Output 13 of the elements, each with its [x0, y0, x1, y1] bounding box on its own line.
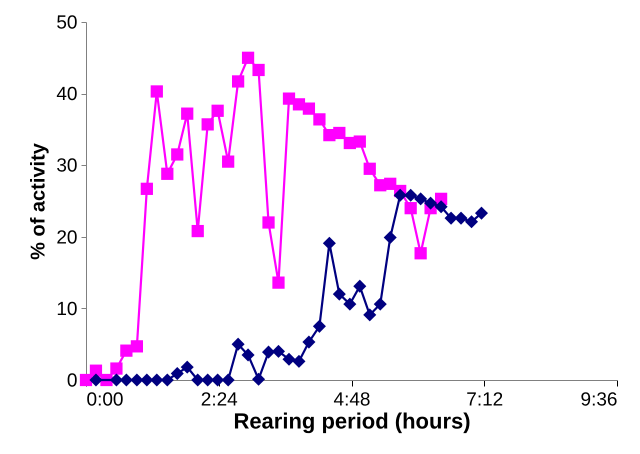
y-tick-label: 10 — [56, 298, 78, 320]
y-tick-label: 40 — [56, 84, 78, 106]
x-tick-label: 4:48 — [334, 390, 370, 410]
y-tick-label: 0 — [66, 370, 78, 392]
x-tick-label: 2:24 — [200, 390, 238, 410]
y-tick-label: 50 — [56, 12, 78, 34]
x-axis-title: Rearing period (hours) — [233, 408, 471, 434]
x-tick-label: 9:36 — [580, 390, 618, 410]
y-tick-label: 20 — [56, 227, 78, 248]
y-axis-title: % of activity — [27, 142, 50, 260]
x-tick-label: 7:12 — [466, 390, 504, 410]
y-tick-label: 30 — [56, 156, 78, 177]
x-tick-label: 0:00 — [86, 390, 124, 410]
